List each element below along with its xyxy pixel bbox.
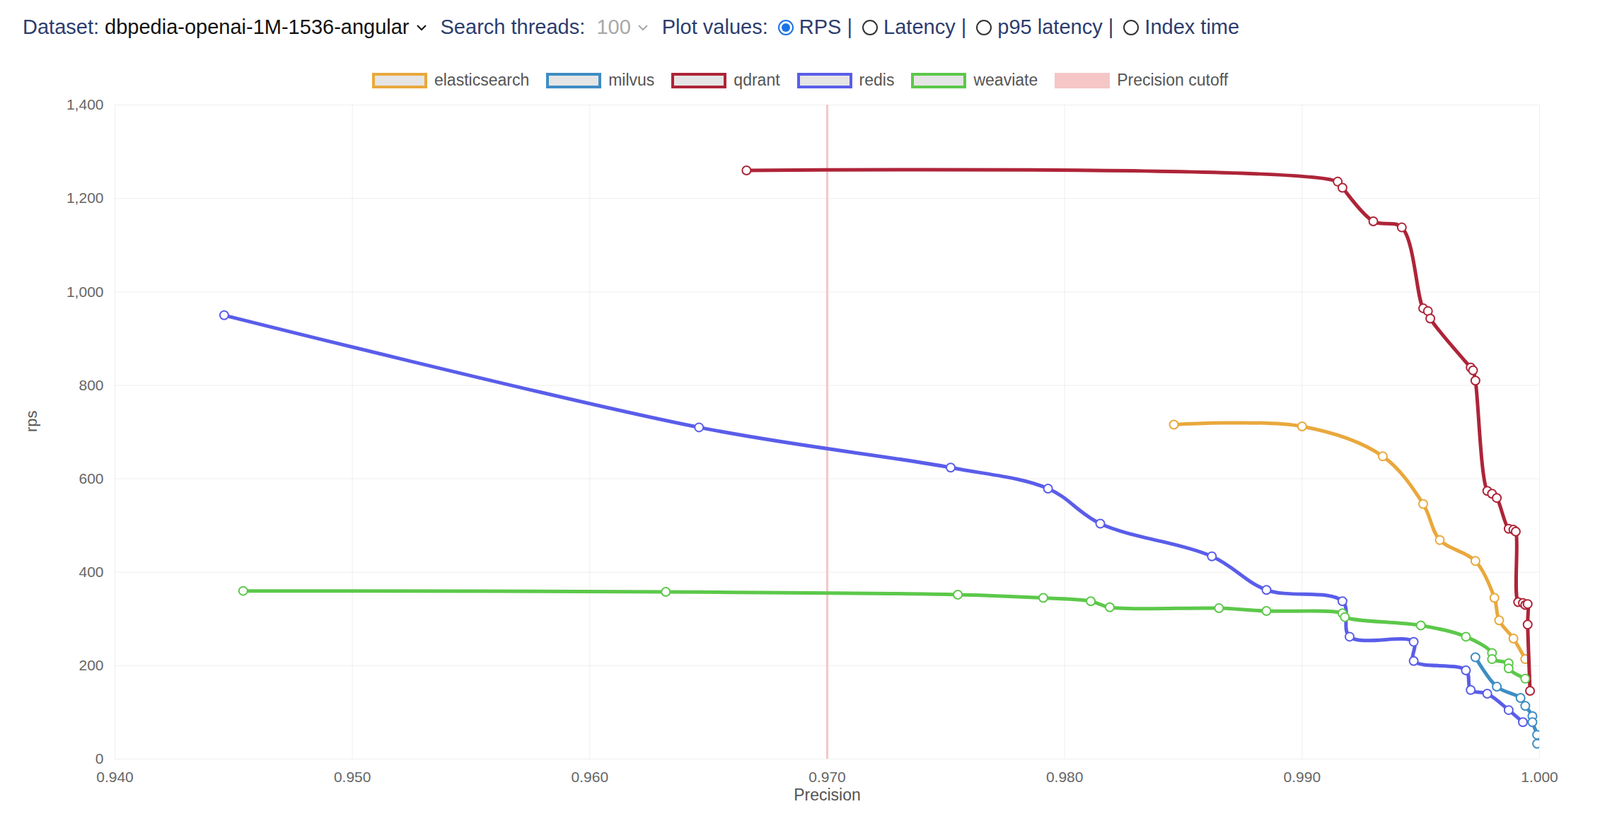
- html-text:weaviate: weaviate: [973, 70, 1038, 90]
- html-text:RPS |: RPS |: [799, 15, 853, 39]
- svg-text:600: 600: [78, 470, 104, 487]
- svg-text:0.980: 0.980: [1046, 768, 1084, 786]
- svg-text:0.990: 0.990: [1283, 768, 1322, 786]
- html-text:100: 100: [596, 15, 631, 39]
- html-text:Index time: Index time: [1144, 15, 1240, 39]
- html-text:elasticsearch: elasticsearch: [434, 70, 530, 90]
- html-text:Dataset: dbpedia-openai-1M-153: Dataset: dbpedia-openai-1M-1536-angular: [22, 15, 410, 39]
- svg-text:1.000: 1.000: [1520, 768, 1559, 786]
- svg-text:0: 0: [95, 750, 104, 767]
- svg-text:1,400: 1,400: [66, 96, 104, 113]
- html-text:qdrant: qdrant: [733, 70, 780, 90]
- svg-text:0.970: 0.970: [808, 768, 846, 786]
- svg-text:0.960: 0.960: [571, 768, 610, 786]
- svg-text:1,000: 1,000: [66, 283, 104, 300]
- svg-text:800: 800: [78, 377, 104, 394]
- svg-text:400: 400: [78, 563, 104, 581]
- html-text:milvus: milvus: [608, 70, 655, 90]
- svg-text:rps: rps: [22, 410, 41, 433]
- html-text:redis: redis: [859, 70, 895, 90]
- svg-text:200: 200: [78, 657, 104, 674]
- html-text:Search threads:: Search threads:: [440, 15, 586, 39]
- svg-text:0.940: 0.940: [96, 768, 134, 786]
- html-text:Plot values:: Plot values:: [661, 15, 768, 39]
- html-text:p95 latency |: p95 latency |: [997, 15, 1114, 39]
- html-text:Precision cutoff: Precision cutoff: [1117, 70, 1228, 90]
- svg-text:0.950: 0.950: [333, 768, 372, 786]
- html-text:Latency |: Latency |: [883, 15, 967, 39]
- svg-text:Precision: Precision: [793, 785, 861, 805]
- svg-text:1,200: 1,200: [66, 189, 104, 206]
